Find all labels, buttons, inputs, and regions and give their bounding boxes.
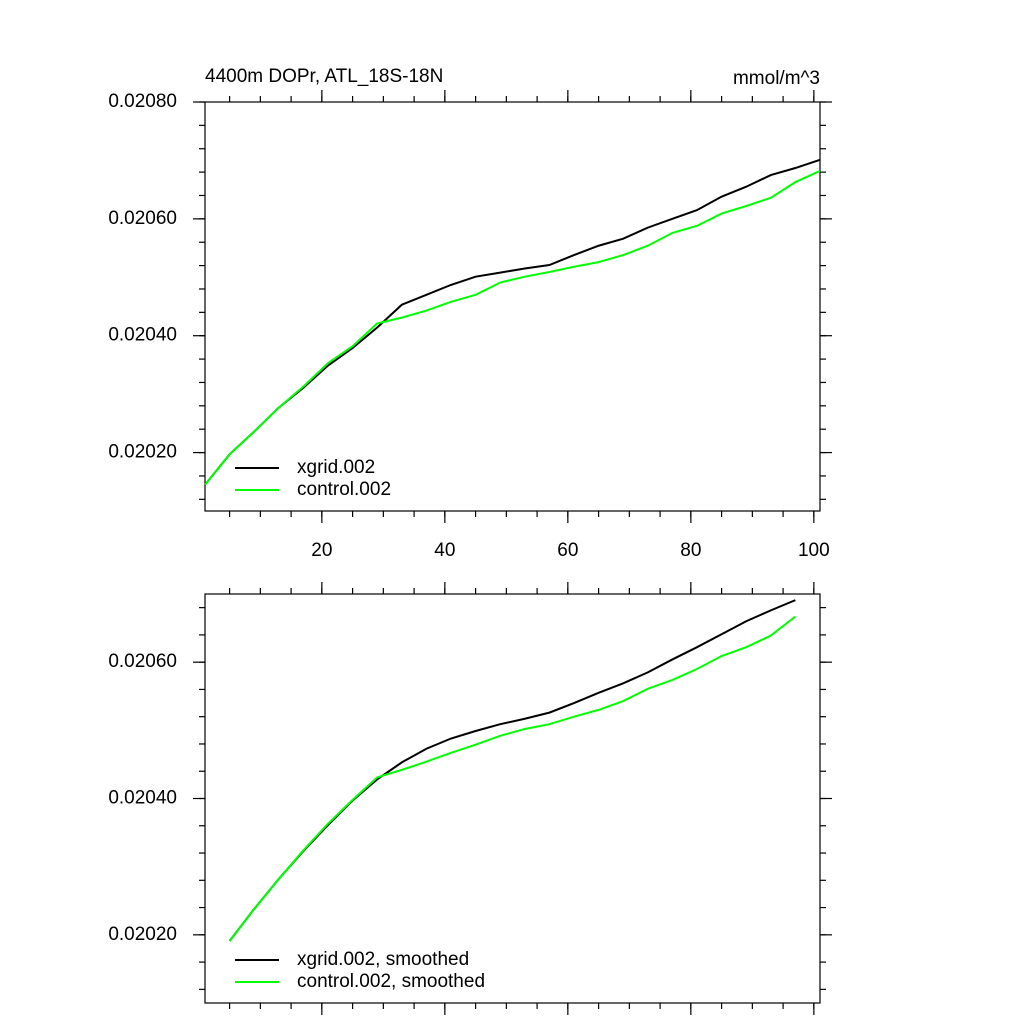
legend-label: xgrid.002: [297, 457, 375, 478]
y-tick-label: 0.02080: [108, 91, 177, 112]
y-tick-label: 0.02060: [108, 208, 177, 229]
x-tick-label: 100: [798, 540, 830, 561]
chart-title: 4400m DOPr, ATL_18S-18N: [205, 66, 443, 87]
legend-label: xgrid.002, smoothed: [297, 949, 469, 970]
y-tick-label: 0.02020: [108, 442, 177, 463]
plot-frame: [204, 593, 821, 1004]
series-line: [228, 615, 797, 942]
y-tick-label: 0.02040: [108, 325, 177, 346]
series-line: [228, 599, 796, 942]
units-label: mmol/m^3: [733, 68, 820, 89]
series-line: [204, 158, 821, 486]
y-tick-label: 0.02040: [108, 788, 177, 809]
x-tick-label: 80: [680, 540, 701, 561]
legend-label: control.002: [297, 479, 391, 500]
x-tick-label: 60: [557, 540, 578, 561]
y-tick-label: 0.02020: [108, 924, 177, 945]
x-tick-label: 40: [434, 540, 455, 561]
plot-frame: [204, 101, 821, 512]
series-line: [204, 170, 821, 486]
y-tick-label: 0.02060: [108, 651, 177, 672]
legend-label: control.002, smoothed: [297, 971, 485, 992]
x-tick-label: 20: [311, 540, 332, 561]
